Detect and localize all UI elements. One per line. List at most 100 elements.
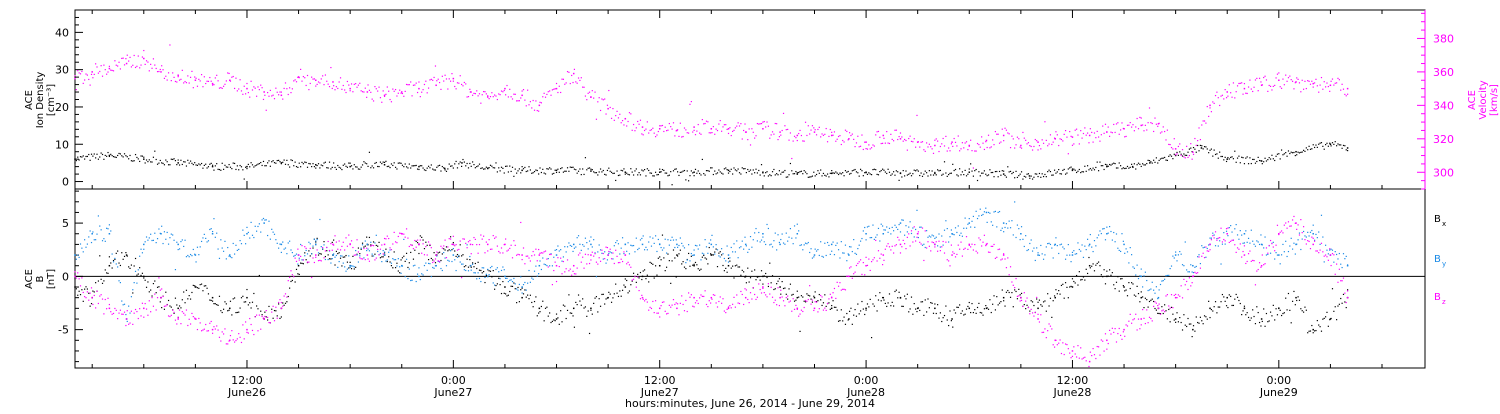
field-bz-sample: [742, 294, 743, 295]
field-by-sample: [658, 239, 659, 240]
field-bz-sample: [216, 325, 217, 326]
field-by-sample: [282, 241, 283, 242]
field-bx-sample: [328, 254, 329, 255]
density-sample: [541, 172, 542, 173]
velocity-sample: [99, 71, 100, 72]
field-bx-sample: [692, 265, 693, 266]
density-sample: [1026, 174, 1027, 175]
field-bx-sample: [610, 294, 611, 295]
field-by-sample: [567, 246, 568, 247]
velocity-sample: [1037, 149, 1038, 150]
field-bz-sample: [270, 322, 271, 323]
velocity-sample: [189, 82, 190, 83]
field-bx-sample: [553, 319, 554, 320]
density-sample: [867, 174, 868, 175]
field-by-sample: [571, 246, 572, 247]
field-bx-sample: [363, 246, 364, 247]
density-sample: [1047, 171, 1048, 172]
field-by-sample: [1091, 247, 1092, 248]
velocity-sample: [1284, 84, 1285, 85]
velocity-point: [212, 83, 214, 85]
field-by-sample: [1044, 254, 1045, 255]
field-by-sample: [1119, 250, 1120, 251]
field-bx-sample: [695, 262, 696, 263]
density-sample: [1337, 143, 1338, 144]
field-bx-sample: [1219, 307, 1220, 308]
velocity-sample: [588, 93, 589, 94]
field-bz-sample: [958, 245, 959, 246]
field-by-sample: [923, 244, 924, 245]
velocity-sample: [114, 60, 115, 61]
field-by-sample: [545, 264, 546, 265]
velocity-sample: [966, 141, 967, 142]
field-by-sample: [1115, 241, 1116, 242]
field-by-sample: [826, 255, 827, 256]
field-bx-sample: [805, 301, 806, 302]
density-sample: [933, 174, 934, 175]
velocity-sample: [1112, 132, 1113, 133]
velocity-point: [986, 140, 988, 142]
field-bx-sample: [226, 303, 227, 304]
field-by-sample: [941, 235, 942, 236]
field-bx-sample: [1065, 282, 1066, 283]
field-bz-sample: [285, 293, 286, 294]
velocity-point: [263, 91, 265, 93]
field-bz-point: [556, 265, 558, 267]
field-bz-sample: [303, 259, 304, 260]
field-by-sample: [278, 248, 279, 249]
velocity-sample: [161, 65, 162, 66]
field-bz-sample: [440, 246, 441, 247]
density-sample: [919, 175, 920, 176]
density-sample: [834, 173, 835, 174]
field-bz-sample: [224, 328, 225, 329]
field-by-sample: [398, 258, 399, 259]
field-by-sample: [727, 245, 728, 246]
field-by-sample: [663, 247, 664, 248]
density-sample: [180, 160, 181, 161]
field-by-sample: [403, 239, 404, 240]
velocity-sample: [647, 121, 648, 122]
field-bx-sample: [206, 288, 207, 289]
velocity-sample: [88, 79, 89, 80]
field-bz-sample: [656, 313, 657, 314]
field-bx-sample: [1091, 266, 1092, 267]
density-sample: [80, 156, 81, 157]
field-by-sample: [307, 253, 308, 254]
velocity-sample: [1308, 81, 1309, 82]
field-bx-sample: [854, 309, 855, 310]
velocity-sample: [1020, 147, 1021, 148]
density-sample: [791, 170, 792, 171]
field-by-sample: [1088, 245, 1089, 246]
field-by-sample: [849, 246, 850, 247]
density-sample: [439, 165, 440, 166]
field-bx-sample: [932, 303, 933, 304]
field-bz-sample: [308, 262, 309, 263]
density-sample: [131, 160, 132, 161]
field-bx-sample: [665, 270, 666, 271]
field-bx-sample: [1048, 305, 1049, 306]
density-point: [1003, 173, 1005, 175]
field-bx-sample: [776, 283, 777, 284]
density-sample: [1053, 174, 1054, 175]
field-bz-sample: [421, 253, 422, 254]
field-by-sample: [1259, 244, 1260, 245]
velocity-sample: [656, 134, 657, 135]
field-by-sample: [1304, 235, 1305, 236]
density-sample: [112, 155, 113, 156]
density-sample: [1002, 170, 1003, 171]
field-bx-sample: [930, 302, 931, 303]
field-bx-sample: [941, 321, 942, 322]
velocity-sample: [777, 139, 778, 140]
density-sample: [198, 163, 199, 164]
field-by-sample: [317, 239, 318, 240]
velocity-sample: [850, 135, 851, 136]
velocity-sample: [279, 91, 280, 92]
field-bz-sample: [700, 294, 701, 295]
field-by-sample: [301, 259, 302, 260]
field-bx-sample: [193, 285, 194, 286]
field-bx-sample: [718, 253, 719, 254]
velocity-sample: [798, 133, 799, 134]
velocity-sample: [497, 99, 498, 100]
field-bz-sample: [257, 330, 258, 331]
density-sample: [511, 171, 512, 172]
